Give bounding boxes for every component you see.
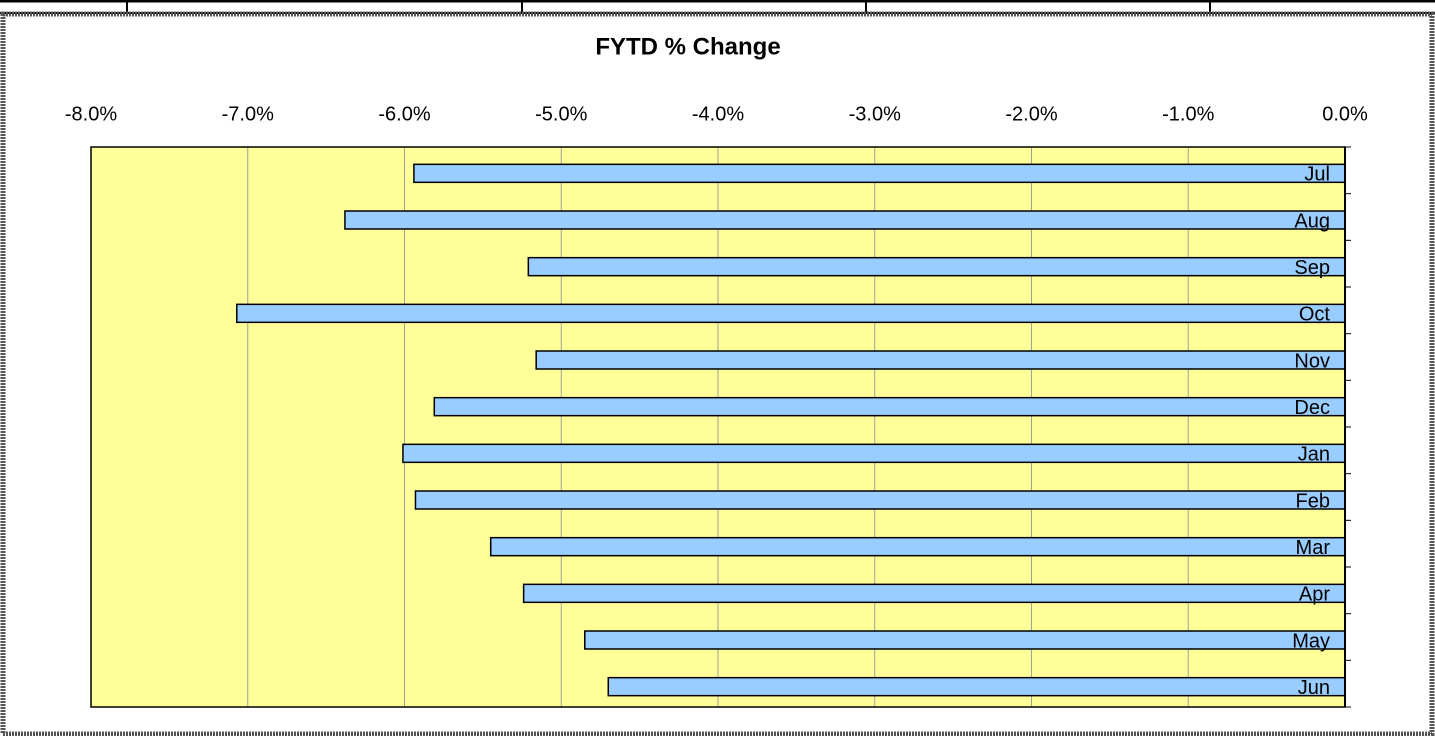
bar — [607, 676, 1346, 697]
bar — [413, 163, 1346, 184]
y-tick-label: Feb — [1296, 490, 1330, 512]
chart-frame — [0, 11, 1435, 736]
y-tick-label: Sep — [1294, 257, 1330, 279]
x-tick-label: -6.0% — [378, 103, 430, 125]
y-tick-label: Apr — [1299, 584, 1330, 606]
x-tick-label: 0.0% — [1322, 103, 1368, 125]
y-tick-label: Jan — [1298, 444, 1330, 466]
y-tick-label: Mar — [1296, 537, 1331, 559]
y-tick-label: May — [1292, 630, 1330, 652]
x-tick-label: -3.0% — [849, 103, 901, 125]
x-tick-label: -5.0% — [535, 103, 587, 125]
y-tick-label: Jul — [1304, 164, 1330, 186]
y-tick-label: Aug — [1294, 210, 1330, 232]
bar — [489, 536, 1346, 557]
bar — [236, 303, 1346, 324]
y-tick-label: Jun — [1298, 677, 1330, 699]
y-tick-label: Oct — [1299, 304, 1331, 326]
y-tick-label: Dec — [1294, 397, 1330, 419]
x-tick-label: -2.0% — [1005, 103, 1057, 125]
chart-title: FYTD % Change — [595, 33, 780, 60]
x-tick-label: -1.0% — [1162, 103, 1214, 125]
x-tick-label: -8.0% — [65, 103, 117, 125]
y-tick-label: Nov — [1294, 350, 1330, 372]
bar — [344, 210, 1346, 230]
x-tick-label: -4.0% — [692, 103, 744, 125]
bar — [535, 350, 1346, 370]
bar — [402, 443, 1346, 464]
bar — [433, 396, 1346, 417]
bar — [414, 490, 1346, 510]
x-tick-label: -7.0% — [222, 103, 274, 125]
bar — [522, 583, 1346, 604]
bar — [584, 630, 1346, 650]
bar — [527, 256, 1346, 277]
